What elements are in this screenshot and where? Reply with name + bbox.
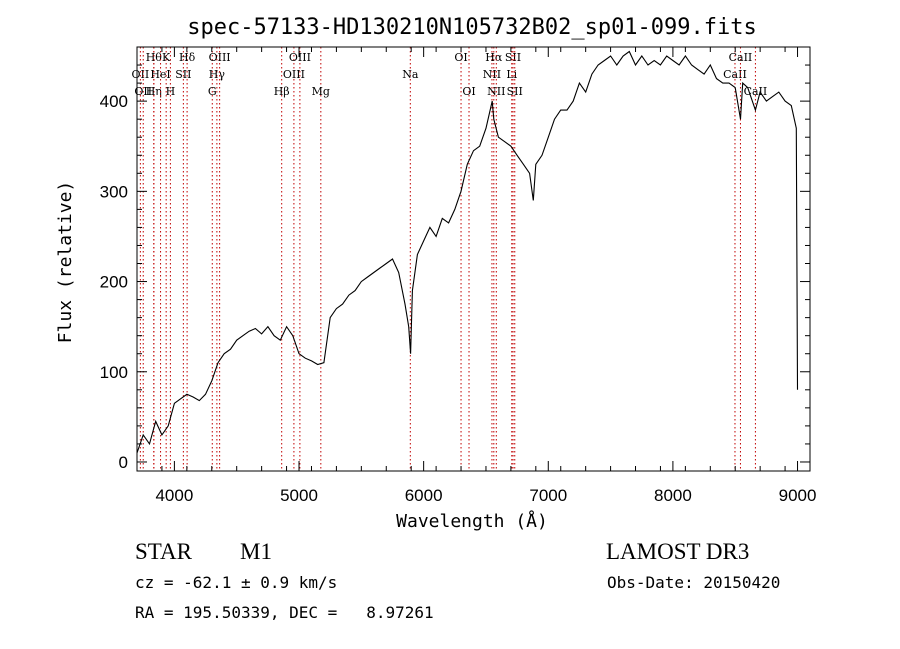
x-tick-label-4: 8000: [654, 486, 692, 505]
survey-name: LAMOST DR3: [606, 539, 750, 564]
line-label-5: K: [162, 51, 171, 64]
line-label-15: Mg: [312, 85, 330, 98]
line-label-6: H: [166, 85, 176, 98]
y-tick-label-3: 300: [100, 182, 128, 201]
line-label-22: Li: [506, 68, 517, 81]
line-label-20: Hα: [485, 51, 503, 64]
line-label-23: SII: [505, 51, 521, 64]
line-label-21: NII: [487, 85, 505, 98]
line-label-9: G: [208, 85, 217, 98]
spectrum-line-0: [136, 50, 799, 454]
line-label-0: OII: [132, 68, 150, 81]
x-axis: 4000 5000 6000 7000 8000 9000: [136, 47, 817, 505]
line-label-10: Hγ: [209, 68, 226, 81]
line-label-2: Hθ: [146, 51, 163, 64]
y-axis-label: Flux (relative): [55, 181, 76, 344]
object-class: STAR: [135, 539, 192, 564]
x-tick-label-1: 5000: [280, 486, 318, 505]
line-label-24: SII: [507, 85, 523, 98]
plot-frame: [136, 46, 811, 472]
x-tick-label-0: 4000: [155, 486, 193, 505]
line-label-19: NII: [483, 68, 501, 81]
y-axis: 0 100 200 300 400: [100, 46, 810, 472]
y-tick-label-1: 100: [100, 363, 128, 382]
spectrum-series: [136, 50, 799, 454]
x-tick-label-2: 6000: [405, 486, 443, 505]
line-label-26: CaII: [729, 51, 753, 64]
redshift-text: cz = -62.1 ± 0.9 km/s: [135, 573, 338, 592]
line-label-12: Hβ: [274, 85, 290, 98]
coordinates-text: RA = 195.50339, DEC = 8.97261: [135, 603, 434, 622]
line-label-13: OIII: [283, 68, 305, 81]
obs-date-text: Obs-Date: 20150420: [607, 573, 781, 592]
line-label-18: OI: [462, 85, 475, 98]
x-tick-label-5: 9000: [779, 486, 817, 505]
line-label-11: OIII: [209, 51, 231, 64]
x-axis-label: Wavelength (Å): [396, 510, 548, 532]
x-tick-label-3: 7000: [529, 486, 567, 505]
line-label-25: CaII: [723, 68, 747, 81]
line-label-16: Na: [402, 68, 419, 81]
y-tick-label-0: 0: [119, 453, 128, 472]
line-label-4: HeI: [150, 68, 170, 81]
y-tick-label-4: 400: [100, 92, 128, 111]
line-label-7: SII: [175, 68, 191, 81]
line-label-14: OIII: [289, 51, 311, 64]
line-label-17: OI: [454, 51, 467, 64]
object-subclass: M1: [240, 539, 272, 564]
line-markers: OII OII Hθ Hη HeI K H SII Hδ G Hγ OIII Hβ OIII OIII Mg N…: [132, 47, 767, 471]
line-label-3: Hη: [146, 85, 162, 98]
line-label-8: Hδ: [179, 51, 196, 64]
y-tick-label-2: 200: [100, 273, 128, 292]
line-label-1: OII: [134, 85, 152, 98]
chart-title: spec-57133-HD130210N105732B02_sp01-099.f…: [187, 15, 757, 40]
